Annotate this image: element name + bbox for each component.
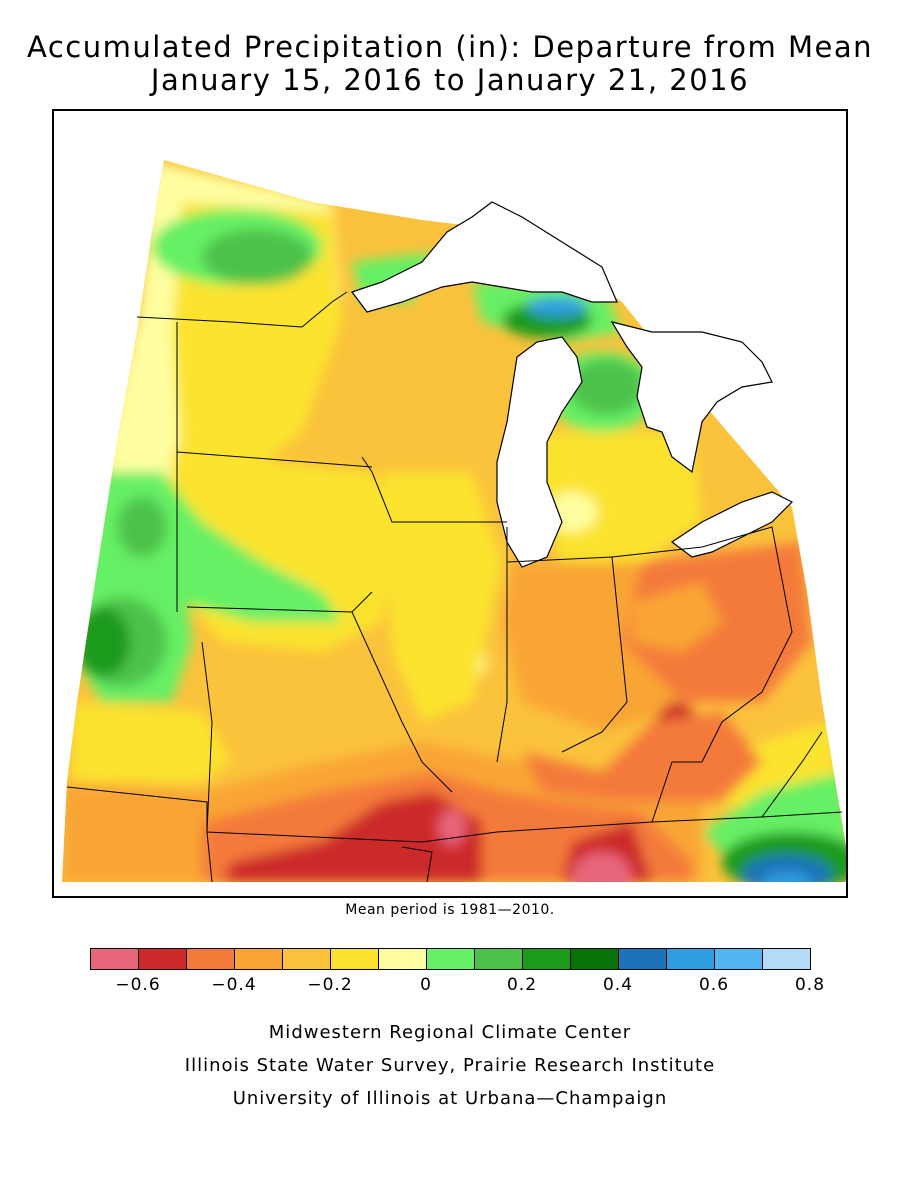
legend-swatch <box>474 948 523 970</box>
legend-swatch <box>666 948 715 970</box>
precipitation-map <box>62 160 846 883</box>
lake-huron <box>610 321 773 474</box>
lake-superior <box>351 201 618 313</box>
legend-swatch <box>138 948 187 970</box>
legend-tick-label: 0.8 <box>794 975 826 995</box>
legend-swatch <box>762 948 811 970</box>
map-date-range: January 15, 2016 to January 21, 2016 <box>150 63 750 97</box>
legend-swatch <box>282 948 331 970</box>
legend-swatch <box>570 948 619 970</box>
map-title: Accumulated Precipitation (in): Departur… <box>26 30 874 64</box>
legend-swatch <box>234 948 283 970</box>
legend-tick-label: −0.6 <box>115 975 161 995</box>
map-frame <box>52 109 848 898</box>
legend-swatch <box>186 948 235 970</box>
legend-tick-label: 0 <box>420 975 432 995</box>
legend-swatch <box>714 948 763 970</box>
legend-swatch <box>330 948 379 970</box>
legend-tick-label: −0.4 <box>211 975 257 995</box>
legend-tick-label: −0.2 <box>307 975 353 995</box>
credit-mrcc: Midwestern Regional Climate Center <box>268 1022 632 1043</box>
lake-michigan <box>496 336 583 568</box>
legend-swatch <box>426 948 475 970</box>
legend-tick-label: 0.6 <box>698 975 730 995</box>
credit-uiuc: University of Illinois at Urbana—Champai… <box>232 1088 668 1109</box>
legend-tick-label: 0.2 <box>506 975 538 995</box>
state-boundaries <box>66 291 843 883</box>
great-lakes <box>351 201 794 568</box>
color-legend <box>90 948 811 970</box>
legend-swatch <box>378 948 427 970</box>
credit-isws: Illinois State Water Survey, Prairie Res… <box>184 1055 716 1076</box>
lake-erie <box>670 491 794 558</box>
legend-swatch <box>618 948 667 970</box>
legend-swatch <box>522 948 571 970</box>
legend-tick-label: 0.4 <box>602 975 634 995</box>
mean-period-note: Mean period is 1981—2010. <box>345 902 555 918</box>
legend-swatch <box>90 948 139 970</box>
